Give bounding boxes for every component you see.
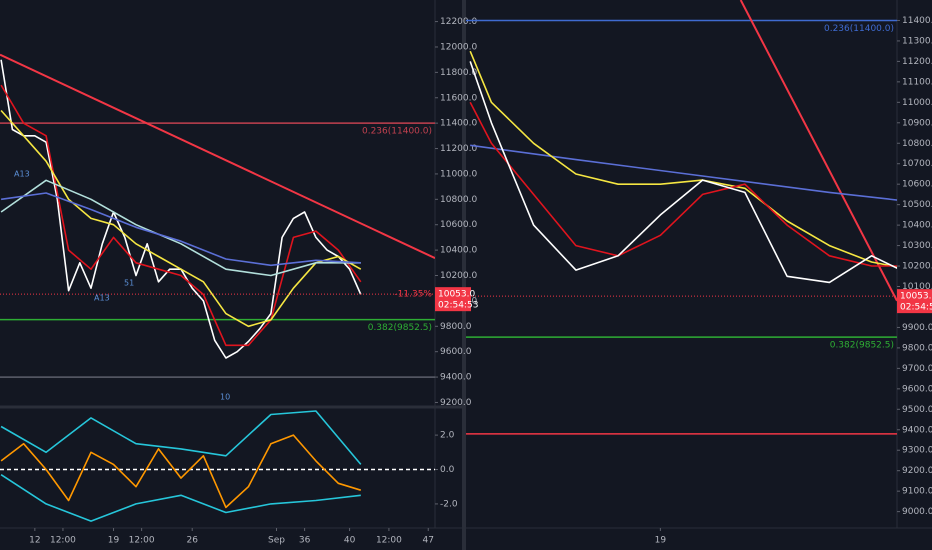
x-tick-label: 19 bbox=[655, 536, 667, 546]
price-tag bbox=[897, 289, 932, 314]
series-line bbox=[0, 192, 361, 267]
y-tick-label: 11200.0 bbox=[902, 57, 932, 67]
y-tick-label: 11100.0 bbox=[902, 77, 932, 87]
y-tick-label: 2.0 bbox=[440, 431, 455, 441]
price-countdown: 02:54:53 bbox=[900, 303, 932, 313]
y-tick-label: 12000.0 bbox=[440, 42, 477, 52]
annotation: A13 bbox=[94, 294, 110, 303]
price-countdown: 02:54:53 bbox=[438, 301, 478, 311]
y-tick-label: 9400.0 bbox=[440, 373, 472, 383]
series-line bbox=[0, 410, 362, 465]
y-tick-label: 10800.0 bbox=[440, 195, 477, 205]
y-tick-label: 11000.0 bbox=[902, 98, 932, 108]
series-line bbox=[469, 50, 897, 268]
series-line bbox=[469, 101, 897, 267]
level-label: 0.382(9852.5) bbox=[830, 341, 894, 351]
series-line bbox=[469, 61, 897, 284]
y-tick-label: 10100.0 bbox=[902, 282, 932, 292]
y-tick-label: 10900.0 bbox=[902, 118, 932, 128]
y-tick-label: 9700.0 bbox=[902, 364, 932, 374]
y-tick-label: 0.0 bbox=[440, 465, 455, 475]
trend-line bbox=[0, 53, 435, 260]
y-tick-label: 10800.0 bbox=[902, 139, 932, 149]
y-tick-label: 11200.0 bbox=[440, 144, 477, 154]
panel-divider bbox=[462, 0, 466, 550]
y-tick-label: 10300.0 bbox=[902, 241, 932, 251]
y-tick-label: 10600.0 bbox=[902, 180, 932, 190]
y-tick-label: 11000.0 bbox=[440, 169, 477, 179]
plot-area bbox=[0, 53, 435, 378]
price-change: -11.35% bbox=[394, 290, 432, 300]
y-tick-label: 12200.0 bbox=[440, 17, 477, 27]
x-tick-label: 36 bbox=[299, 536, 311, 546]
y-tick-label: 9200.0 bbox=[902, 466, 932, 476]
trend-line bbox=[739, 0, 897, 302]
x-tick-label: 12:00 bbox=[50, 536, 76, 546]
y-tick-label: 9800.0 bbox=[902, 343, 932, 353]
series-line bbox=[0, 434, 362, 509]
y-tick-label: 9600.0 bbox=[440, 347, 472, 357]
y-tick-label: -2.0 bbox=[440, 499, 458, 509]
y-tick-label: 10400.0 bbox=[440, 246, 477, 256]
level-label: 0.236(11400.0) bbox=[362, 127, 432, 137]
y-tick-label: 10700.0 bbox=[902, 159, 932, 169]
y-tick-label: 9800.0 bbox=[440, 322, 472, 332]
y-tick-label: 9100.0 bbox=[902, 487, 932, 497]
y-tick-label: 9200.0 bbox=[440, 398, 472, 408]
plot-area bbox=[466, 0, 897, 435]
y-tick-label: 10400.0 bbox=[902, 221, 932, 231]
x-tick-label: 40 bbox=[344, 536, 356, 546]
y-tick-label: 11400.0 bbox=[902, 16, 932, 26]
price-tag-label: 10053.0 bbox=[900, 292, 932, 302]
y-tick-label: 10200.0 bbox=[902, 262, 932, 272]
x-tick-label: 47 bbox=[423, 536, 434, 546]
x-tick-label: Sep bbox=[268, 536, 285, 546]
y-tick-label: 9000.0 bbox=[902, 507, 932, 517]
x-tick-label: 26 bbox=[186, 536, 198, 546]
plot-area bbox=[0, 410, 435, 522]
price-tag-label: 10053.0 bbox=[438, 290, 475, 300]
y-tick-label: 10500.0 bbox=[902, 200, 932, 210]
series-line bbox=[470, 144, 897, 201]
y-tick-label: 10200.0 bbox=[440, 271, 477, 281]
y-tick-label: 11300.0 bbox=[902, 36, 932, 46]
annotation: 10 bbox=[220, 393, 230, 402]
series-line bbox=[0, 84, 362, 347]
y-tick-label: 9500.0 bbox=[902, 405, 932, 415]
y-tick-label: 9600.0 bbox=[902, 384, 932, 394]
series-line bbox=[0, 179, 361, 277]
annotation: A13 bbox=[14, 170, 30, 179]
level-label: 0.382(9852.5) bbox=[368, 323, 432, 333]
x-tick-label: 12:00 bbox=[376, 536, 402, 546]
price-tag bbox=[435, 287, 471, 312]
annotation: 51 bbox=[124, 279, 134, 288]
x-tick-label: 19 bbox=[108, 536, 120, 546]
y-tick-label: 11600.0 bbox=[440, 93, 477, 103]
series-line bbox=[0, 474, 361, 522]
y-tick-label: 9300.0 bbox=[902, 446, 932, 456]
y-tick-label: 10600.0 bbox=[440, 220, 477, 230]
y-tick-label: 11400.0 bbox=[440, 119, 477, 129]
x-tick-label: 12:00 bbox=[129, 536, 155, 546]
y-tick-label: 9900.0 bbox=[902, 323, 932, 333]
y-tick-label: 11800.0 bbox=[440, 68, 477, 78]
y-tick-label: 9400.0 bbox=[902, 425, 932, 435]
level-label: 0.236(11400.0) bbox=[824, 24, 894, 34]
x-tick-label: 12 bbox=[29, 536, 40, 546]
